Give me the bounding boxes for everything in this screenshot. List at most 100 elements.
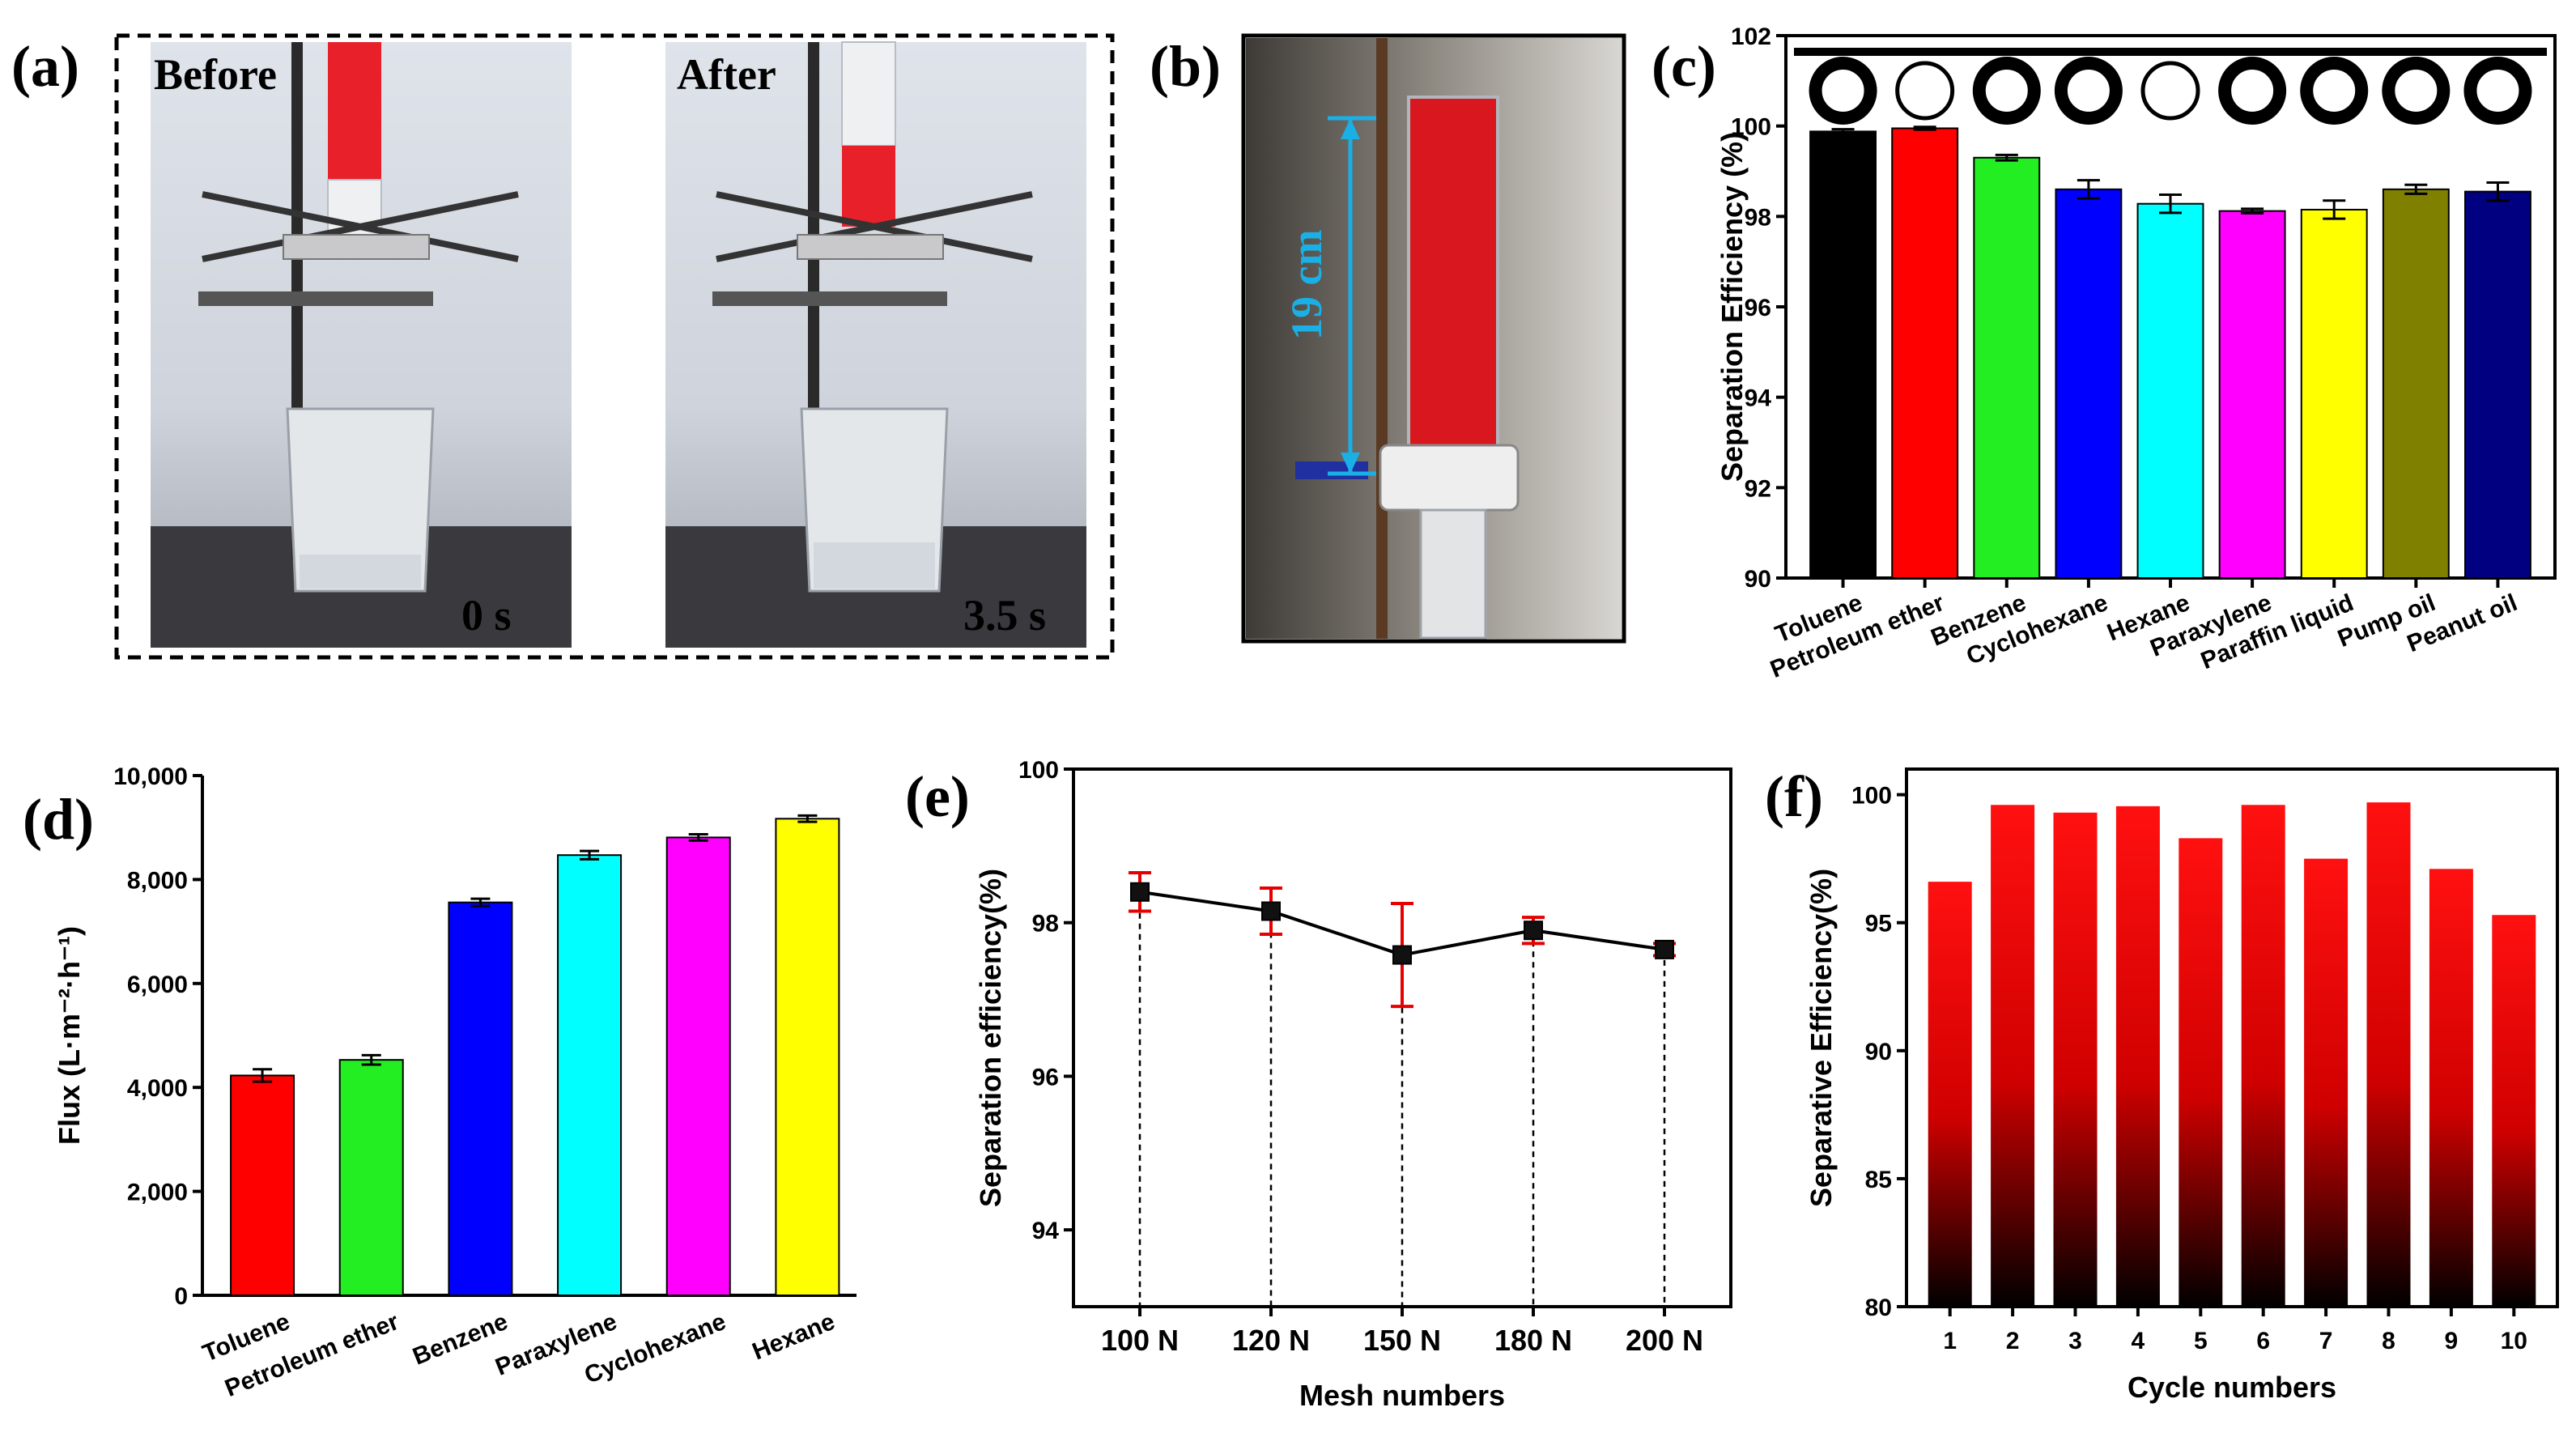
photo-a-before-caption: Before — [154, 50, 277, 99]
x-axis-title: Mesh numbers — [1299, 1379, 1505, 1412]
x-tick-label: 7 — [2319, 1328, 2333, 1354]
y-tick-label: 96 — [1745, 295, 1771, 321]
bar-benzene — [448, 901, 513, 1296]
photo-b: 19 cm — [1246, 38, 1622, 640]
x-tick-label: 8 — [2382, 1328, 2395, 1354]
droplet-icon — [2218, 57, 2287, 125]
x-axis-title: Cycle numbers — [2128, 1371, 2336, 1404]
y-tick-label: 10,000 — [113, 763, 188, 790]
bar-toluene — [1809, 130, 1877, 580]
bar-cycle-9 — [2429, 869, 2473, 1307]
photo-a-before-flange — [283, 234, 430, 260]
bar-petroleum-ether — [338, 1059, 404, 1296]
droplet-icon — [2300, 57, 2369, 125]
photo-a-frame — [114, 33, 1115, 660]
bar-cycle-7 — [2304, 858, 2349, 1307]
photo-b-height-label: 19 cm — [1282, 230, 1331, 340]
photo-a-after-flange — [797, 234, 944, 260]
chart-d: 02,0004,0006,0008,00010,000ToluenePetrol… — [53, 763, 857, 1402]
photo-a-before-time: 0 s — [461, 591, 512, 640]
bar-toluene — [230, 1074, 295, 1296]
droplet-icon — [2382, 57, 2451, 125]
photo-a-before — [151, 42, 572, 648]
bar-cycle-2 — [1991, 805, 2035, 1307]
panel-label-b: (b) — [1150, 34, 1221, 99]
x-tick-label: 100 N — [1101, 1324, 1179, 1357]
plot-frame — [1072, 767, 1732, 1308]
chart-e: 94 96 98 100 100 N 120 N 150 N 180 N 200 N Mesh n… — [974, 757, 1732, 1412]
data-point — [1130, 882, 1150, 902]
x-tick-label: 150 N — [1363, 1324, 1441, 1357]
y-axis-title: Separation efficiency(%) — [974, 869, 1007, 1207]
x-tick-label: 10 — [2501, 1328, 2527, 1354]
photo-a-after-time: 3.5 s — [963, 591, 1046, 640]
panel-label-d: (d) — [23, 787, 94, 852]
y-tick-label: 80 — [1865, 1295, 1892, 1321]
droplet-icon — [2463, 57, 2532, 125]
panel-label-e: (e) — [905, 764, 970, 829]
photo-a-after-caption: After — [677, 50, 776, 99]
photo-a-after-clamp — [712, 291, 947, 306]
photo-a-after-water — [814, 542, 935, 589]
bar-petroleum-ether — [1891, 127, 1959, 580]
x-tick-label: 1 — [1943, 1328, 1957, 1354]
y-tick-label: 98 — [1745, 204, 1771, 231]
x-tick-label: 6 — [2256, 1328, 2270, 1354]
y-tick-label: 100 — [1731, 114, 1771, 141]
droplet-icon — [1809, 57, 1877, 125]
bar-benzene — [1973, 156, 2041, 579]
chart-f: 80 85 90 95 100 1 2 3 4 5 6 7 8 9 10 Cycle numbers Separ… — [1804, 767, 2559, 1404]
photo-b-liquid-column — [1407, 96, 1499, 455]
droplet-icon — [1972, 57, 2041, 125]
bar-hexane — [2136, 202, 2204, 579]
photo-b-arrowhead-top — [1341, 118, 1360, 139]
bar-cyclohexane — [2055, 188, 2123, 579]
bar-cycle-3 — [2053, 812, 2098, 1307]
photo-a-after — [665, 41, 1086, 648]
photo-a-before-water — [300, 555, 421, 589]
data-point — [1524, 920, 1543, 941]
photo-b-flange — [1379, 444, 1520, 512]
bar-cycle-10 — [2492, 915, 2536, 1307]
y-tick-label: 90 — [1745, 566, 1771, 593]
x-tick-label: 120 N — [1232, 1324, 1310, 1357]
x-tick-label: 200 N — [1626, 1324, 1703, 1357]
y-tick-label: 92 — [1745, 475, 1771, 502]
y-tick-label: 94 — [1745, 385, 1772, 412]
y-tick-label: 95 — [1865, 911, 1892, 937]
y-axis-title: Flux (L·m⁻²·h⁻¹) — [53, 926, 86, 1145]
droplet-icon — [2054, 57, 2123, 125]
bar-cycle-4 — [2115, 806, 2160, 1307]
photo-a-after-liquid — [842, 146, 895, 227]
y-tick-label: 85 — [1865, 1167, 1892, 1193]
droplet-icon — [1895, 61, 1955, 121]
x-tick-label: Hexane — [749, 1308, 839, 1366]
photo-a-before-beaker — [286, 407, 435, 593]
bar-hexane — [775, 818, 840, 1296]
y-axis-title: Separation Efficiency (%) — [1715, 132, 1749, 482]
photo-b-rod — [1376, 38, 1388, 639]
y-tick-label: 4,000 — [127, 1075, 188, 1102]
data-point — [1655, 939, 1674, 959]
plot-frame — [1905, 767, 2559, 1308]
photo-a-after-clamp-arm — [716, 191, 1033, 262]
x-tick-label: 3 — [2068, 1328, 2082, 1354]
x-tick-label: 180 N — [1494, 1324, 1572, 1357]
y-axis-title: Separative Efficiency(%) — [1804, 869, 1838, 1207]
droplet-icon — [2140, 61, 2200, 121]
y-tick-label: 0 — [174, 1283, 188, 1310]
y-tick-label: 102 — [1731, 23, 1771, 50]
y-tick-label: 90 — [1865, 1039, 1892, 1065]
photo-b-frame — [1241, 33, 1626, 644]
x-tick-label: 2 — [2006, 1328, 2020, 1354]
photo-a-after-tube — [841, 41, 896, 147]
bar-paraxylene — [557, 854, 623, 1296]
y-tick-label: 8,000 — [127, 867, 188, 894]
y-tick-label: 96 — [1032, 1064, 1059, 1091]
bar-peanut-oil — [2464, 190, 2531, 579]
bar-cyclohexane — [665, 836, 731, 1296]
photo-a-before-clamp — [198, 291, 433, 306]
y-tick-label: 100 — [1018, 757, 1059, 784]
